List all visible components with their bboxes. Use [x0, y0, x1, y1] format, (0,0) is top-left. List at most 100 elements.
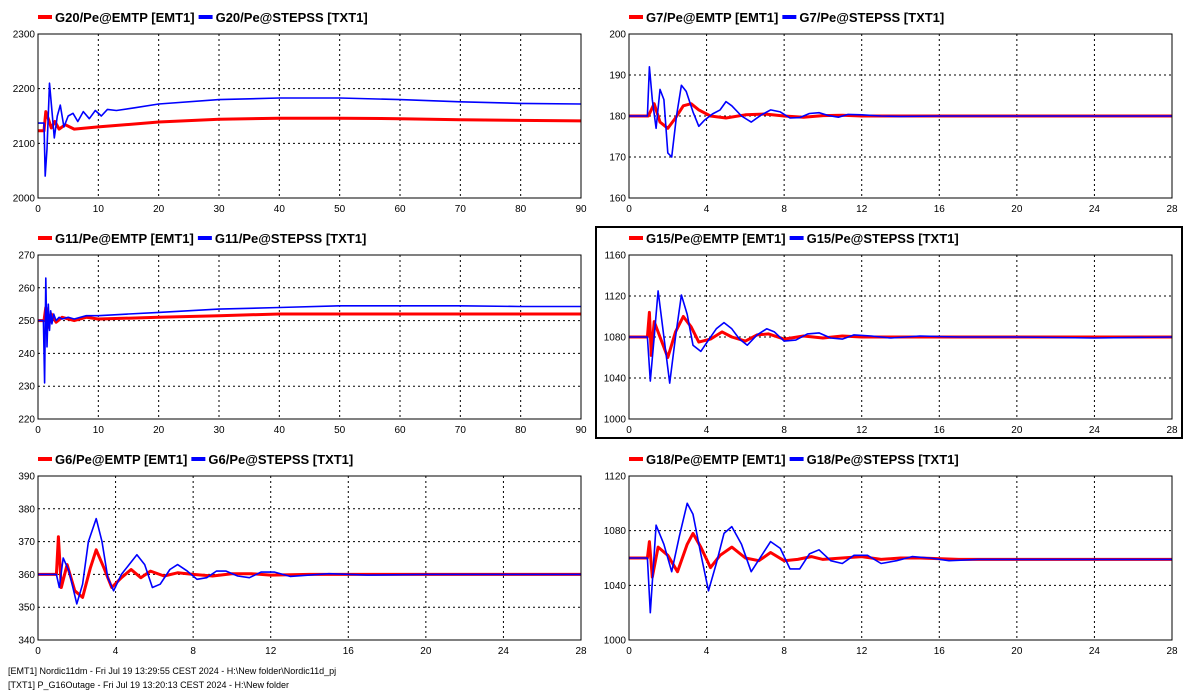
x-tick-label: 28 [1166, 646, 1178, 657]
legend-label: G15/Pe@STEPSS [TXT1] [807, 231, 959, 246]
x-tick-label: 12 [856, 425, 868, 436]
x-tick-label: 24 [1089, 425, 1101, 436]
y-tick-label: 160 [609, 194, 626, 205]
plot-frame [37, 475, 582, 641]
y-tick-label: 180 [609, 112, 626, 123]
footer-txt1-info: [TXT1] P_G16Outage - Fri Jul 19 13:20:13… [8, 680, 289, 690]
legend-label: G15/Pe@EMTP [EMT1] [646, 231, 786, 246]
x-tick-label: 20 [153, 425, 165, 436]
chart-panel-3: 0 10 20 30 40 50 60 70 80 90 220 230 240 250 260 270 G11… [18, 231, 587, 436]
x-tick-label: 24 [1089, 204, 1101, 215]
series-line-emtp [629, 310, 1172, 359]
x-tick-label: 80 [515, 425, 527, 436]
legend-label: G7/Pe@EMTP [EMT1] [646, 10, 778, 25]
plot-frame [628, 33, 1173, 199]
x-tick-label: 16 [934, 646, 946, 657]
legend-label: G11/Pe@STEPSS [TXT1] [215, 231, 366, 246]
plot-frame [628, 475, 1173, 641]
chart-panel-1: 0 10 20 30 40 50 60 70 80 90 2000 2100 2200 2300 G20/P… [13, 10, 587, 215]
x-tick-label: 28 [1166, 425, 1178, 436]
legend-label: G7/Pe@STEPSS [TXT1] [799, 10, 944, 25]
y-tick-label: 1160 [604, 251, 626, 262]
y-tick-label: 1080 [604, 333, 627, 344]
x-tick-label: 20 [1011, 204, 1023, 215]
x-tick-label: 8 [781, 646, 787, 657]
x-tick-label: 12 [265, 646, 277, 657]
x-tick-label: 16 [343, 646, 355, 657]
x-tick-label: 30 [213, 204, 225, 215]
y-tick-label: 1040 [604, 581, 627, 592]
series-line-emtp [38, 110, 581, 133]
x-tick-label: 16 [934, 425, 946, 436]
selected-panel-frame [595, 226, 1183, 439]
y-tick-label: 350 [18, 603, 35, 614]
x-tick-label: 20 [1011, 646, 1023, 657]
x-tick-label: 50 [334, 204, 346, 215]
y-tick-label: 1120 [604, 472, 626, 483]
x-tick-label: 0 [626, 425, 632, 436]
y-tick-label: 1080 [604, 526, 627, 537]
y-tick-label: 2000 [13, 194, 36, 205]
x-tick-label: 0 [35, 204, 41, 215]
x-tick-label: 0 [35, 425, 41, 436]
series-line-stepss [629, 290, 1172, 384]
series-line-stepss [629, 502, 1172, 614]
x-tick-label: 30 [213, 425, 225, 436]
x-tick-label: 8 [781, 425, 787, 436]
y-tick-label: 220 [18, 415, 35, 426]
chart-panel-2: 0 4 8 12 16 20 24 28 160 170 180 190 200 G7/Pe@EMTP [… [609, 10, 1178, 215]
plot-frame [37, 254, 582, 420]
y-tick-label: 360 [18, 570, 35, 581]
y-tick-label: 270 [18, 251, 35, 262]
y-tick-label: 260 [18, 283, 35, 294]
x-tick-label: 8 [781, 204, 787, 215]
y-tick-label: 1000 [604, 636, 627, 647]
series-line-emtp [38, 535, 581, 599]
y-tick-label: 1040 [604, 374, 627, 385]
x-tick-label: 20 [1011, 425, 1023, 436]
series-line-emtp [629, 102, 1172, 130]
legend-label: G18/Pe@STEPSS [TXT1] [807, 452, 959, 467]
x-tick-label: 10 [93, 204, 105, 215]
x-tick-label: 0 [35, 646, 41, 657]
x-tick-label: 50 [334, 425, 346, 436]
series-line-stepss [38, 277, 581, 384]
x-tick-label: 28 [575, 646, 587, 657]
x-tick-label: 60 [394, 204, 406, 215]
x-tick-label: 20 [420, 646, 432, 657]
x-tick-label: 4 [113, 646, 119, 657]
legend-label: G20/Pe@STEPSS [TXT1] [216, 10, 368, 25]
x-tick-label: 70 [455, 204, 467, 215]
series-line-emtp [38, 306, 581, 329]
y-tick-label: 250 [18, 316, 35, 327]
y-tick-label: 1120 [604, 292, 626, 303]
x-tick-label: 40 [274, 204, 286, 215]
y-tick-label: 340 [18, 636, 35, 647]
chart-panel-5: 0 4 8 12 16 20 24 28 340 350 360 370 380 390 G6/Pe@EMT… [18, 452, 587, 657]
y-tick-label: 380 [18, 504, 35, 515]
y-tick-label: 1000 [604, 415, 627, 426]
x-tick-label: 4 [704, 204, 710, 215]
x-tick-label: 60 [394, 425, 406, 436]
y-tick-label: 230 [18, 382, 35, 393]
series-line-stepss [38, 82, 581, 177]
y-tick-label: 190 [609, 71, 626, 82]
x-tick-label: 12 [856, 646, 868, 657]
series-line-emtp [629, 531, 1172, 579]
y-tick-label: 2100 [13, 139, 36, 150]
y-tick-label: 170 [609, 153, 626, 164]
series-line-stepss [38, 517, 581, 605]
x-tick-label: 4 [704, 646, 710, 657]
x-tick-label: 70 [455, 425, 467, 436]
x-tick-label: 24 [1089, 646, 1101, 657]
legend-label: G11/Pe@EMTP [EMT1] [55, 231, 194, 246]
chart-panel-6: 0 4 8 12 16 20 24 28 1000 1040 1080 1120 G18/Pe@EMTP… [604, 452, 1178, 657]
plot-frame [628, 254, 1173, 420]
y-tick-label: 2200 [13, 84, 36, 95]
x-tick-label: 90 [575, 204, 587, 215]
legend-label: G6/Pe@EMTP [EMT1] [55, 452, 187, 467]
x-tick-label: 40 [274, 425, 286, 436]
y-tick-label: 370 [18, 537, 35, 548]
x-tick-label: 0 [626, 646, 632, 657]
